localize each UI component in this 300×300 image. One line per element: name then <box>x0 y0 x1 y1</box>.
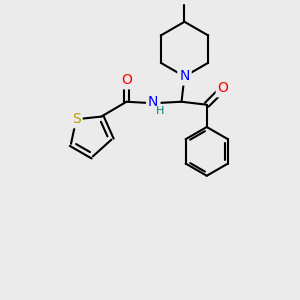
Text: O: O <box>121 73 132 87</box>
Text: N: N <box>179 70 190 83</box>
Text: O: O <box>218 81 229 95</box>
Text: S: S <box>72 112 81 126</box>
Text: H: H <box>156 106 164 116</box>
Text: N: N <box>148 95 158 109</box>
